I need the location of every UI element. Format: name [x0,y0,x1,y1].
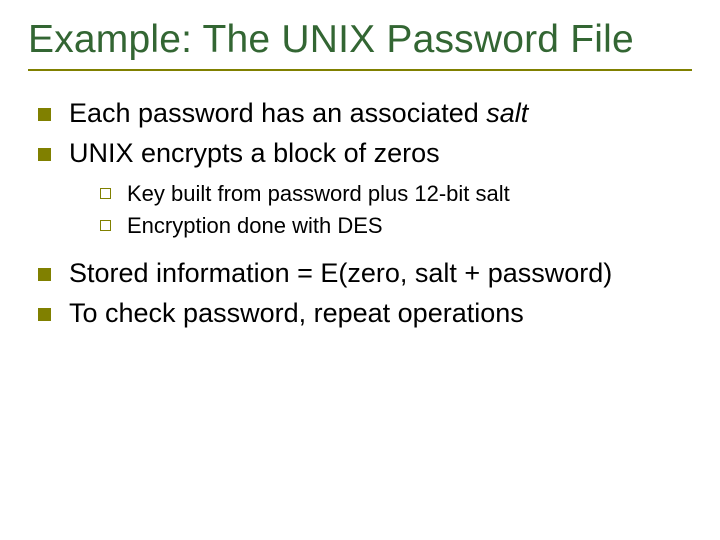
sub-list: Key built from password plus 12-bit salt… [38,180,692,239]
list-item-text: Stored information = E(zero, salt + pass… [69,257,612,291]
text-run: Each password has an associated [69,98,486,128]
list-item-text: Key built from password plus 12-bit salt [127,180,510,208]
square-bullet-icon [38,108,51,121]
title-rule: Example: The UNIX Password File [28,18,692,71]
list-item: Key built from password plus 12-bit salt [100,180,692,208]
square-bullet-icon [38,148,51,161]
list-item: To check password, repeat operations [38,297,692,331]
slide: Example: The UNIX Password File Each pas… [0,0,720,540]
slide-body: Each password has an associated salt UNI… [28,97,692,331]
list-item-text: Each password has an associated salt [69,97,528,131]
text-run-italic: salt [486,98,528,128]
list-item: Stored information = E(zero, salt + pass… [38,257,692,291]
list-item: Each password has an associated salt [38,97,692,131]
list-item: Encryption done with DES [100,212,692,240]
list-item: UNIX encrypts a block of zeros [38,137,692,171]
square-bullet-icon [38,268,51,281]
slide-title: Example: The UNIX Password File [28,18,692,63]
list-item-text: Encryption done with DES [127,212,383,240]
list-item-text: To check password, repeat operations [69,297,524,331]
hollow-square-bullet-icon [100,220,111,231]
hollow-square-bullet-icon [100,188,111,199]
square-bullet-icon [38,308,51,321]
list-item-text: UNIX encrypts a block of zeros [69,137,440,171]
